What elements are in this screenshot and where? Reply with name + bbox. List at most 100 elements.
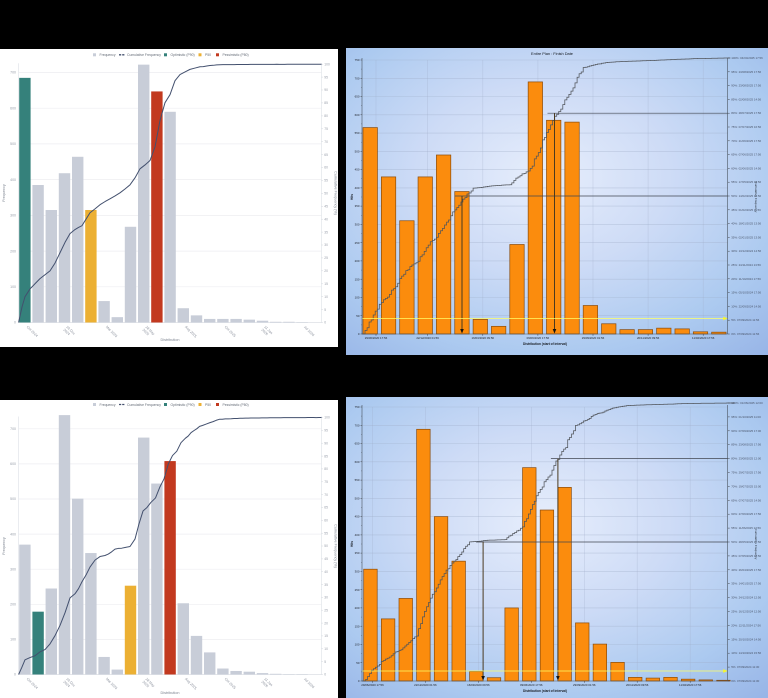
svg-text:30: 30 xyxy=(324,596,328,600)
svg-text:45%: 07/05/2025 12:56: 45%: 07/05/2025 12:56 xyxy=(731,554,761,558)
svg-text:Cumulative Frequency: Cumulative Frequency xyxy=(127,53,161,57)
svg-text:75: 75 xyxy=(324,127,328,131)
svg-text:70: 70 xyxy=(324,140,328,144)
svg-text:0: 0 xyxy=(14,321,16,325)
svg-text:35%: 02/01/2025 13:56: 35%: 02/01/2025 13:56 xyxy=(731,235,761,239)
svg-text:45: 45 xyxy=(324,557,328,561)
svg-text:60: 60 xyxy=(324,166,328,170)
svg-text:95: 95 xyxy=(324,429,328,433)
svg-text:100: 100 xyxy=(10,638,16,642)
svg-text:90%: 07/09/2025 17:00: 90%: 07/09/2025 17:00 xyxy=(731,429,761,433)
svg-text:0: 0 xyxy=(324,321,326,325)
svg-text:09/06/2020 17:56: 09/06/2020 17:56 xyxy=(520,683,543,687)
svg-text:Hits: Hits xyxy=(350,541,354,547)
svg-text:45%: 01/02/2025 11:56: 45%: 01/02/2025 11:56 xyxy=(731,208,761,212)
svg-text:5: 5 xyxy=(324,308,326,312)
svg-text:15: 15 xyxy=(324,282,328,286)
svg-text:0: 0 xyxy=(14,673,16,677)
svg-text:90: 90 xyxy=(324,441,328,445)
svg-text:11/02/2020 17:56: 11/02/2020 17:56 xyxy=(679,683,702,687)
svg-text:95%: 01/10/2025 11:00: 95%: 01/10/2025 11:00 xyxy=(731,415,761,419)
svg-text:75%: 29/07/2025 17:56: 75%: 29/07/2025 17:56 xyxy=(731,471,761,475)
svg-text:100: 100 xyxy=(355,296,360,300)
svg-text:50%: 28/05/2025 17:56: 50%: 28/05/2025 17:56 xyxy=(731,540,761,544)
svg-text:Pessimistic (P80): Pessimistic (P80) xyxy=(223,403,249,407)
svg-text:20: 20 xyxy=(324,621,328,625)
svg-text:55: 55 xyxy=(324,179,328,183)
svg-text:55%: 11/06/2025 17:56: 55%: 11/06/2025 17:56 xyxy=(731,526,761,530)
svg-text:75%: 07/07/2025 16:56: 75%: 07/07/2025 16:56 xyxy=(731,125,761,129)
svg-text:20/11/2020 09:56: 20/11/2020 09:56 xyxy=(637,336,660,340)
svg-text:70: 70 xyxy=(324,493,328,497)
svg-text:550: 550 xyxy=(355,478,360,482)
svg-text:65: 65 xyxy=(324,153,328,157)
svg-text:600: 600 xyxy=(10,462,16,466)
svg-text:100%: 01/06/2025 12:00: 100%: 01/06/2025 12:00 xyxy=(731,401,763,405)
svg-text:650: 650 xyxy=(355,95,360,99)
svg-text:Entire Plan : Finish Date: Entire Plan : Finish Date xyxy=(531,51,573,56)
svg-text:15%: 05/10/2024 17:56: 15%: 05/10/2024 17:56 xyxy=(731,291,761,295)
svg-text:2025: 2025 xyxy=(142,680,150,688)
svg-text:700: 700 xyxy=(355,76,360,80)
svg-text:Frequency: Frequency xyxy=(2,184,6,202)
svg-text:100%: 04/04/2025 17:56: 100%: 04/04/2025 17:56 xyxy=(731,56,763,60)
svg-text:600: 600 xyxy=(355,113,360,117)
svg-text:40: 40 xyxy=(324,570,328,574)
svg-text:200: 200 xyxy=(10,603,16,607)
svg-text:30: 30 xyxy=(324,243,328,247)
svg-text:22/12/2020 01:56: 22/12/2020 01:56 xyxy=(416,336,439,340)
svg-text:11/02/2020 17:56: 11/02/2020 17:56 xyxy=(692,336,715,340)
svg-text:Optimistic (P90): Optimistic (P90) xyxy=(171,403,195,407)
svg-text:Optimistic (P90): Optimistic (P90) xyxy=(171,53,195,57)
svg-text:0: 0 xyxy=(358,679,360,683)
svg-text:30%: 24/12/2024 12:56: 30%: 24/12/2024 12:56 xyxy=(731,596,761,600)
svg-text:450: 450 xyxy=(355,515,360,519)
svg-text:250: 250 xyxy=(355,241,360,245)
svg-text:40%: 18/01/2025 13:56: 40%: 18/01/2025 13:56 xyxy=(731,222,761,226)
svg-text:80: 80 xyxy=(324,467,328,471)
svg-text:22/12/2020 01:56: 22/12/2020 01:56 xyxy=(414,683,437,687)
svg-text:100: 100 xyxy=(324,62,330,66)
svg-text:150: 150 xyxy=(355,277,360,281)
svg-text:50: 50 xyxy=(356,314,360,318)
svg-text:60%: 02/06/2025 14:56: 60%: 02/06/2025 14:56 xyxy=(731,166,761,170)
svg-text:85%: 02/08/2025 14:56: 85%: 02/08/2025 14:56 xyxy=(731,97,761,101)
svg-text:300: 300 xyxy=(10,567,16,571)
svg-text:450: 450 xyxy=(355,168,360,172)
svg-text:2024: 2024 xyxy=(62,680,70,688)
svg-text:50: 50 xyxy=(324,544,328,548)
svg-text:150: 150 xyxy=(355,624,360,628)
svg-text:Cumulative Frequency: Cumulative Frequency xyxy=(754,182,758,213)
svg-text:95%: 23/08/2025 17:56: 95%: 23/08/2025 17:56 xyxy=(731,70,761,74)
svg-text:Distribution (start of interva: Distribution (start of interval) xyxy=(523,342,567,346)
svg-text:20%: 11/10/2024 17:56: 20%: 11/10/2024 17:56 xyxy=(731,277,761,281)
svg-text:25%: 24/11/2024 13:56: 25%: 24/11/2024 13:56 xyxy=(731,263,761,267)
svg-text:10%: 22/09/2024 14:56: 10%: 22/09/2024 14:56 xyxy=(731,304,761,308)
svg-text:80: 80 xyxy=(324,114,328,118)
svg-text:400: 400 xyxy=(355,186,360,190)
svg-text:P50: P50 xyxy=(205,53,211,57)
svg-text:70%: 21/06/2025 17:56: 70%: 21/06/2025 17:56 xyxy=(731,139,761,143)
svg-text:550: 550 xyxy=(355,131,360,135)
svg-text:16 Dec: 16 Dec xyxy=(65,325,76,336)
svg-text:P50: P50 xyxy=(205,403,211,407)
svg-text:650: 650 xyxy=(355,442,360,446)
svg-text:100: 100 xyxy=(10,285,16,289)
svg-text:10: 10 xyxy=(324,295,328,299)
svg-text:200: 200 xyxy=(355,259,360,263)
svg-text:200: 200 xyxy=(10,249,16,253)
svg-text:100: 100 xyxy=(355,643,360,647)
svg-text:0: 0 xyxy=(358,332,360,336)
svg-text:90: 90 xyxy=(324,88,328,92)
svg-text:700: 700 xyxy=(10,71,16,75)
svg-text:25%: 16/12/2024 12:56: 25%: 16/12/2024 12:56 xyxy=(731,610,761,614)
svg-text:350: 350 xyxy=(355,204,360,208)
svg-text:Frequency: Frequency xyxy=(100,53,116,57)
svg-text:Cumulative Frequency (%): Cumulative Frequency (%) xyxy=(334,524,338,568)
svg-text:500: 500 xyxy=(10,497,16,501)
svg-text:15: 15 xyxy=(324,634,328,638)
svg-text:750: 750 xyxy=(355,58,360,62)
svg-text:500: 500 xyxy=(355,149,360,153)
svg-text:25: 25 xyxy=(324,256,328,260)
svg-text:20/11/2020 09:56: 20/11/2020 09:56 xyxy=(626,683,649,687)
